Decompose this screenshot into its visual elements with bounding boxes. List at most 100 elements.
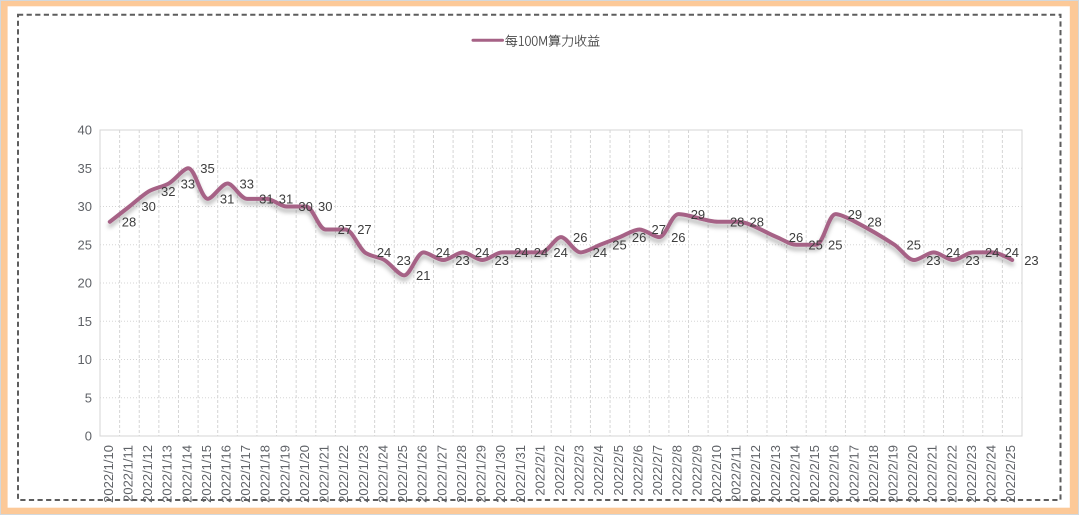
svg-text:26: 26 <box>671 230 685 245</box>
svg-text:26: 26 <box>789 230 803 245</box>
svg-text:24: 24 <box>1005 245 1019 260</box>
svg-text:2022/1/22: 2022/1/22 <box>336 445 351 503</box>
svg-text:27: 27 <box>651 222 665 237</box>
svg-text:2022/2/9: 2022/2/9 <box>689 445 704 496</box>
svg-text:2022/2/8: 2022/2/8 <box>670 445 685 496</box>
svg-text:2022/2/25: 2022/2/25 <box>1003 445 1018 503</box>
svg-text:23: 23 <box>396 253 410 268</box>
svg-text:2022/2/24: 2022/2/24 <box>984 445 999 503</box>
svg-text:2022/2/17: 2022/2/17 <box>846 445 861 503</box>
svg-text:0: 0 <box>85 429 92 444</box>
svg-text:2022/2/6: 2022/2/6 <box>630 445 645 496</box>
svg-text:30: 30 <box>318 199 332 214</box>
svg-text:21: 21 <box>416 268 430 283</box>
svg-text:2022/1/20: 2022/1/20 <box>297 445 312 503</box>
svg-text:24: 24 <box>436 245 450 260</box>
svg-text:25: 25 <box>828 237 842 252</box>
svg-text:2022/1/12: 2022/1/12 <box>140 445 155 503</box>
svg-text:29: 29 <box>691 207 705 222</box>
svg-text:2022/1/11: 2022/1/11 <box>120 445 135 502</box>
svg-text:2022/1/26: 2022/1/26 <box>415 445 430 503</box>
svg-text:2022/2/14: 2022/2/14 <box>787 445 802 503</box>
svg-text:35: 35 <box>78 161 92 176</box>
svg-text:2022/1/31: 2022/1/31 <box>513 445 528 503</box>
svg-text:2022/2/13: 2022/2/13 <box>768 445 783 503</box>
svg-text:28: 28 <box>867 215 881 230</box>
svg-text:28: 28 <box>750 215 764 230</box>
svg-text:23: 23 <box>455 253 469 268</box>
svg-text:2022/2/16: 2022/2/16 <box>827 445 842 503</box>
svg-text:2022/1/30: 2022/1/30 <box>493 445 508 503</box>
svg-text:2022/1/13: 2022/1/13 <box>160 445 175 503</box>
svg-text:2022/1/18: 2022/1/18 <box>258 445 273 503</box>
svg-text:32: 32 <box>161 184 175 199</box>
svg-text:24: 24 <box>534 245 548 260</box>
svg-text:2022/2/19: 2022/2/19 <box>885 445 900 503</box>
svg-text:25: 25 <box>906 237 920 252</box>
svg-text:28: 28 <box>122 215 136 230</box>
svg-text:23: 23 <box>1024 253 1038 268</box>
svg-text:26: 26 <box>573 230 587 245</box>
svg-text:31: 31 <box>259 192 273 207</box>
svg-text:15: 15 <box>78 314 92 329</box>
svg-text:25: 25 <box>612 237 626 252</box>
svg-text:2022/1/17: 2022/1/17 <box>238 445 253 503</box>
svg-text:24: 24 <box>377 245 391 260</box>
svg-text:2022/1/15: 2022/1/15 <box>199 445 214 503</box>
svg-text:2022/1/23: 2022/1/23 <box>356 445 371 503</box>
svg-text:2022/1/19: 2022/1/19 <box>277 445 292 503</box>
svg-text:2022/1/24: 2022/1/24 <box>375 445 390 503</box>
svg-text:29: 29 <box>848 207 862 222</box>
svg-text:2022/1/29: 2022/1/29 <box>474 445 489 503</box>
svg-text:2022/2/15: 2022/2/15 <box>807 445 822 503</box>
svg-text:5: 5 <box>85 390 92 405</box>
svg-text:24: 24 <box>553 245 567 260</box>
svg-text:30: 30 <box>78 199 92 214</box>
svg-text:30: 30 <box>141 199 155 214</box>
svg-text:23: 23 <box>926 253 940 268</box>
svg-text:2022/1/16: 2022/1/16 <box>219 445 234 503</box>
svg-text:2022/2/5: 2022/2/5 <box>611 445 626 496</box>
svg-text:2022/2/4: 2022/2/4 <box>591 445 606 496</box>
svg-text:2022/2/23: 2022/2/23 <box>964 445 979 503</box>
svg-text:26: 26 <box>632 230 646 245</box>
svg-text:28: 28 <box>730 215 744 230</box>
svg-text:25: 25 <box>808 237 822 252</box>
svg-text:23: 23 <box>495 253 509 268</box>
svg-text:24: 24 <box>985 245 999 260</box>
svg-text:2022/2/7: 2022/2/7 <box>650 445 665 496</box>
svg-text:30: 30 <box>298 199 312 214</box>
svg-text:2022/2/22: 2022/2/22 <box>944 445 959 503</box>
svg-text:2022/2/12: 2022/2/12 <box>748 445 763 503</box>
svg-text:31: 31 <box>279 192 293 207</box>
svg-text:23: 23 <box>965 253 979 268</box>
svg-text:2022/1/21: 2022/1/21 <box>317 445 332 503</box>
svg-text:2022/2/3: 2022/2/3 <box>572 445 587 496</box>
svg-text:20: 20 <box>78 276 92 291</box>
svg-text:27: 27 <box>357 222 371 237</box>
svg-text:10: 10 <box>78 352 92 367</box>
svg-text:24: 24 <box>593 245 607 260</box>
svg-text:24: 24 <box>475 245 489 260</box>
svg-text:2022/2/2: 2022/2/2 <box>552 445 567 496</box>
svg-text:2022/1/27: 2022/1/27 <box>434 445 449 503</box>
svg-text:2022/1/14: 2022/1/14 <box>179 445 194 503</box>
svg-text:2022/2/1: 2022/2/1 <box>532 445 547 496</box>
svg-text:2022/2/11: 2022/2/11 <box>729 445 744 502</box>
svg-text:40: 40 <box>78 123 92 138</box>
svg-text:24: 24 <box>946 245 960 260</box>
svg-text:27: 27 <box>338 222 352 237</box>
svg-text:2022/2/18: 2022/2/18 <box>866 445 881 503</box>
svg-text:2022/1/10: 2022/1/10 <box>101 445 116 503</box>
svg-text:33: 33 <box>181 176 195 191</box>
svg-text:2022/2/10: 2022/2/10 <box>709 445 724 503</box>
svg-text:25: 25 <box>78 237 92 252</box>
svg-text:35: 35 <box>200 161 214 176</box>
svg-text:2022/2/21: 2022/2/21 <box>925 445 940 503</box>
svg-text:33: 33 <box>240 176 254 191</box>
svg-text:24: 24 <box>514 245 528 260</box>
svg-text:2022/2/20: 2022/2/20 <box>905 445 920 503</box>
svg-text:31: 31 <box>220 192 234 207</box>
svg-text:2022/1/25: 2022/1/25 <box>395 445 410 503</box>
svg-text:2022/1/28: 2022/1/28 <box>454 445 469 503</box>
